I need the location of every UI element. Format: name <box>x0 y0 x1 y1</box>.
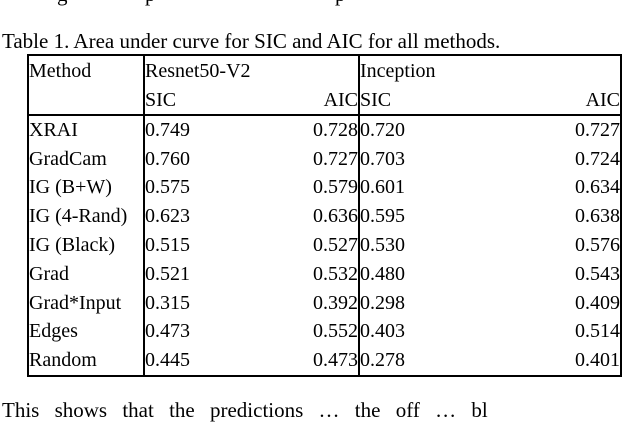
auc-value: 0.623 <box>145 205 190 228</box>
auc-value: 0.728 <box>251 115 361 145</box>
auc-value: 0.530 <box>360 234 406 257</box>
text-fragment: p <box>335 0 346 5</box>
body-text-partial-line: This shows that the predictions … the of… <box>2 398 488 422</box>
table-row-ig-black: IG (Black) 0.515 0.527 0.530 0.576 <box>28 231 621 260</box>
header-model-resnet50-v2: Resnet50-V2 <box>144 55 361 86</box>
auc-value: 0.315 <box>145 291 190 314</box>
method-label: IG (Black) <box>28 231 145 260</box>
table-row-gradcam: GradCam 0.760 0.727 0.703 0.724 <box>28 144 621 174</box>
auc-value: 0.552 <box>251 317 361 347</box>
header-resnet-aic: AIC <box>251 86 361 116</box>
auc-value: 0.636 <box>251 202 361 232</box>
auc-value: 0.727 <box>575 118 621 141</box>
auc-value: 0.720 <box>360 118 406 141</box>
header-inception-sic: SIC <box>359 86 491 116</box>
method-label: Edges <box>28 317 145 347</box>
auc-value: 0.527 <box>251 231 361 260</box>
auc-value: 0.480 <box>360 262 406 285</box>
text-fragment: g <box>57 0 68 5</box>
method-label: GradCam <box>28 144 145 174</box>
auc-value: 0.445 <box>145 349 190 372</box>
table-row-ig-bw: IG (B+W) 0.575 0.579 0.601 0.634 <box>28 173 621 203</box>
table-row-ig-4rand: IG (4-Rand) 0.623 0.636 0.595 0.638 <box>28 202 621 232</box>
method-label: Grad <box>28 259 145 289</box>
auc-value: 0.634 <box>575 176 621 199</box>
table-row-xrai: XRAI 0.749 0.728 0.720 0.727 <box>28 115 621 145</box>
table-row-edges: Edges 0.473 0.552 0.403 0.514 <box>28 317 621 347</box>
text-fragment: p <box>145 0 156 5</box>
auc-value: 0.601 <box>360 176 406 199</box>
method-label: IG (4-Rand) <box>28 202 145 232</box>
auc-value: 0.278 <box>360 349 406 372</box>
auc-value: 0.298 <box>360 291 406 314</box>
auc-value: 0.703 <box>360 147 406 170</box>
auc-value: 0.514 <box>575 320 621 343</box>
method-label: IG (B+W) <box>28 173 145 203</box>
method-label: Random <box>28 346 145 377</box>
header-empty-cell <box>28 86 145 116</box>
auc-value: 0.579 <box>251 173 361 203</box>
auc-value: 0.473 <box>145 320 190 343</box>
auc-value: 0.749 <box>145 118 190 141</box>
header-inception-aic: AIC <box>490 86 622 116</box>
auc-value: 0.727 <box>251 144 361 174</box>
auc-value: 0.392 <box>251 288 361 318</box>
header-resnet-sic: SIC <box>144 86 251 116</box>
table-caption: Table 1. Area under curve for SIC and AI… <box>2 29 501 53</box>
auc-value: 0.401 <box>575 349 621 372</box>
auc-value: 0.724 <box>575 147 621 170</box>
header-row-models: Method Resnet50-V2 Inception <box>28 55 621 86</box>
previous-line-clipped: g p p <box>0 0 632 7</box>
table-row-grad-input: Grad*Input 0.315 0.392 0.298 0.409 <box>28 288 621 318</box>
auc-value: 0.595 <box>360 205 406 228</box>
auc-value: 0.515 <box>145 234 190 257</box>
auc-value: 0.575 <box>145 176 190 199</box>
auc-value: 0.576 <box>575 234 621 257</box>
auc-value: 0.543 <box>575 262 621 285</box>
header-row-metrics: SIC AIC SIC AIC <box>28 86 622 116</box>
method-label: XRAI <box>28 115 145 145</box>
header-method: Method <box>28 55 145 86</box>
table-row-random: Random 0.445 0.473 0.278 0.401 <box>28 346 621 377</box>
header-model-inception: Inception <box>360 59 436 82</box>
auc-value: 0.473 <box>251 346 361 377</box>
auc-value: 0.409 <box>575 291 621 314</box>
table-row-grad: Grad 0.521 0.532 0.480 0.543 <box>28 259 621 289</box>
auc-value: 0.403 <box>360 320 406 343</box>
auc-value: 0.760 <box>145 147 190 170</box>
method-label: Grad*Input <box>28 288 145 318</box>
auc-value: 0.521 <box>145 262 190 285</box>
auc-value: 0.532 <box>251 259 361 289</box>
auc-value: 0.638 <box>575 205 621 228</box>
auc-results-table: Method Resnet50-V2 Inception SIC AIC SIC… <box>27 54 623 378</box>
